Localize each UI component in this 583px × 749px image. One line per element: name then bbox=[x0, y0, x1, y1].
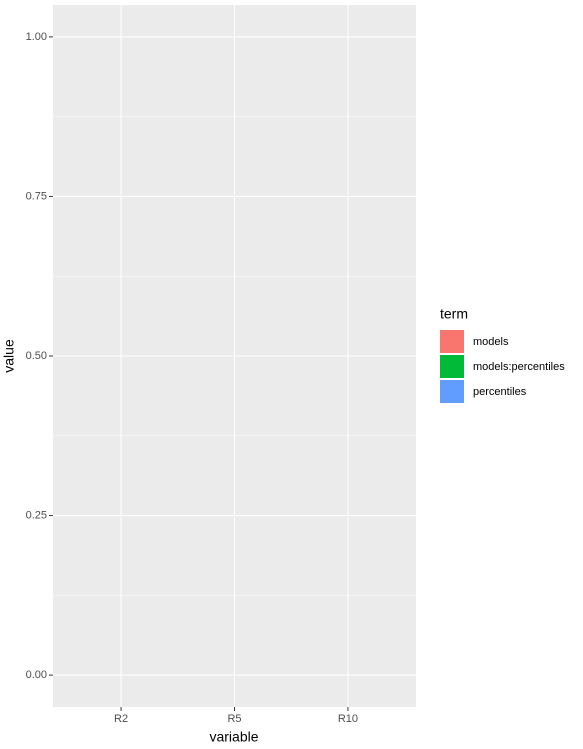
y-tick-label: 0.75 bbox=[26, 190, 47, 202]
legend-key bbox=[440, 330, 464, 353]
y-tick-label: 1.00 bbox=[26, 31, 47, 43]
y-tick-label: 0.00 bbox=[26, 669, 47, 681]
legend-label: percentiles bbox=[473, 386, 527, 398]
x-tick-label: R10 bbox=[338, 713, 358, 725]
legend-key bbox=[440, 380, 464, 403]
x-tick-label: R5 bbox=[227, 713, 241, 725]
legend-key bbox=[440, 355, 464, 378]
legend-label: models bbox=[473, 336, 509, 348]
legend-label: models:percentiles bbox=[473, 361, 565, 373]
legend-title: term bbox=[440, 306, 468, 322]
x-axis-title: variable bbox=[209, 729, 258, 745]
y-axis-title: value bbox=[1, 339, 17, 373]
y-tick-label: 0.25 bbox=[26, 509, 47, 521]
x-tick-label: R2 bbox=[114, 713, 128, 725]
y-tick-label: 0.50 bbox=[26, 350, 47, 362]
